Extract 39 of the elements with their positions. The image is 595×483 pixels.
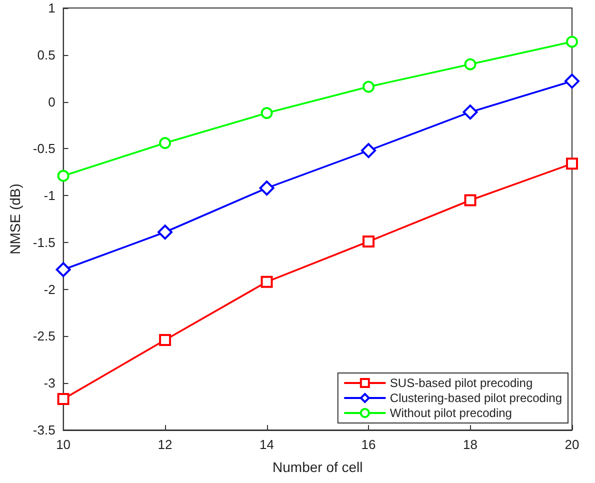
x-tick-label: 14	[260, 437, 274, 452]
point	[566, 158, 578, 170]
point	[56, 262, 71, 278]
x-tick-label: 10	[56, 437, 71, 452]
point	[57, 170, 70, 182]
x-tick-label: 16	[361, 437, 376, 452]
point	[464, 194, 476, 206]
point	[57, 393, 70, 406]
point	[159, 137, 172, 150]
point	[158, 224, 173, 240]
point	[564, 74, 580, 89]
x-tick-label: 12	[158, 437, 172, 452]
point	[361, 143, 376, 158]
y-axis-title: NMSE (dB)	[7, 184, 23, 254]
point	[566, 36, 578, 48]
x-tick-label: 18	[463, 437, 478, 452]
y-tick-label: 0	[48, 94, 56, 110]
point	[260, 107, 273, 120]
point	[462, 104, 478, 120]
y-tick-label: -2	[44, 282, 56, 297]
point	[362, 236, 375, 248]
y-tick-label: -2.5	[32, 328, 56, 344]
y-tick-label: -3	[44, 376, 56, 391]
point	[362, 80, 375, 93]
legend-label: Clustering-based pilot precoding	[390, 391, 562, 405]
point	[260, 276, 273, 288]
legend-label: Without pilot precoding	[390, 406, 512, 420]
point	[159, 334, 172, 346]
y-tick-label: 0.5	[37, 47, 56, 62]
point	[259, 180, 274, 196]
x-tick-label: 20	[564, 437, 580, 452]
x-axis-title: Number of cell	[272, 459, 363, 475]
y-tick-label: -1	[44, 188, 56, 204]
y-tick-label: -1.5	[32, 234, 56, 250]
legend-label: SUS-based pilot precoding	[390, 376, 533, 390]
y-tick-label: -0.5	[32, 141, 56, 156]
y-tick-label: -3.5	[32, 422, 56, 438]
point	[464, 58, 476, 70]
y-tick-label: 1	[48, 0, 56, 16]
